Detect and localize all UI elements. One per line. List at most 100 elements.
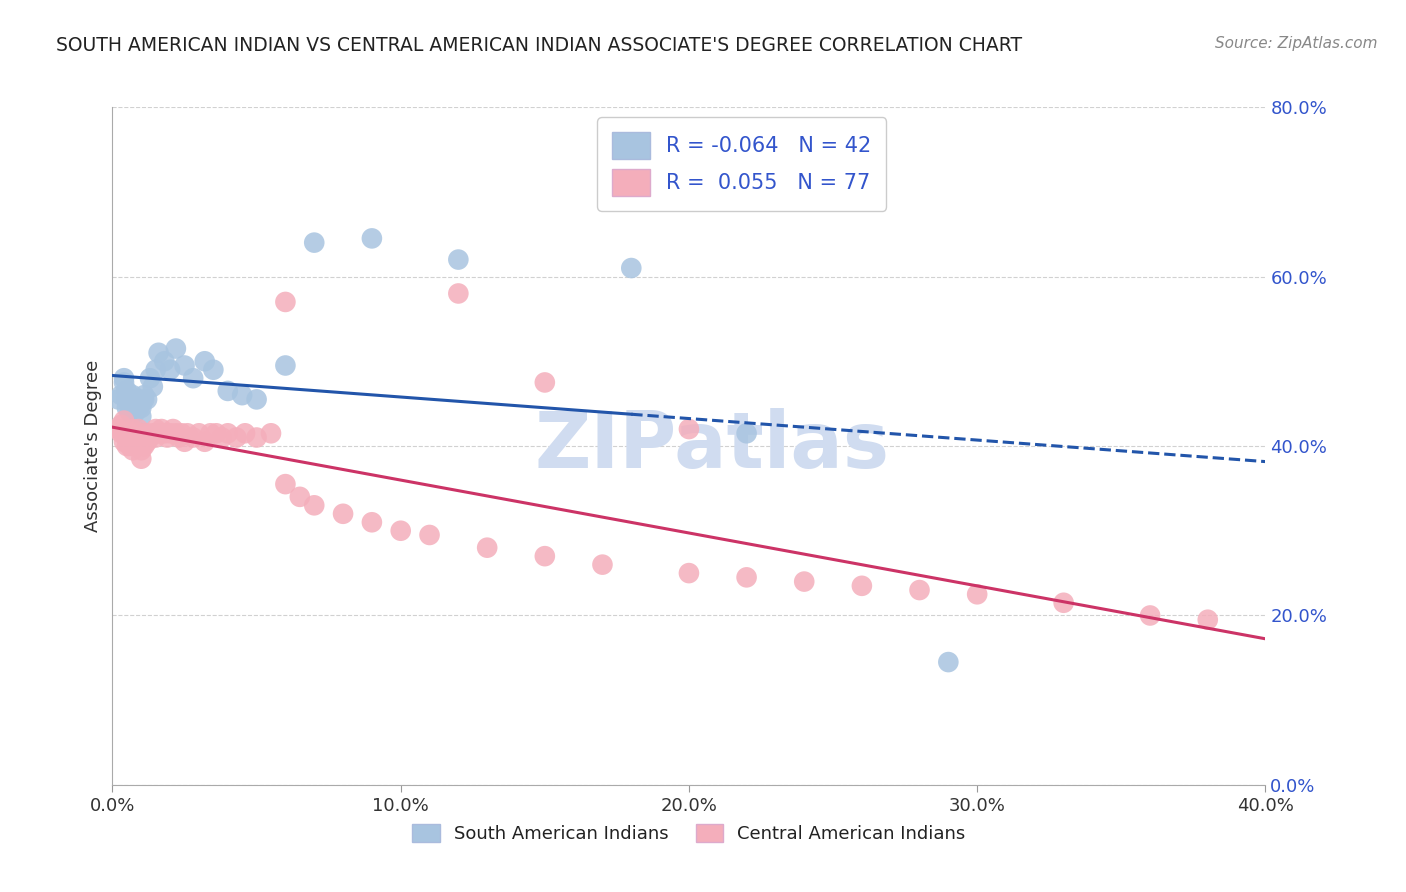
Point [124, 430, 146, 444]
Point [735, 426, 758, 441]
Point [1139, 608, 1161, 623]
Point [246, 430, 269, 444]
Point [153, 426, 176, 441]
Point [127, 422, 149, 436]
Point [966, 587, 988, 601]
Point [1053, 596, 1076, 610]
Point [274, 477, 297, 491]
Point [1197, 613, 1219, 627]
Point [217, 426, 239, 441]
Point [159, 426, 181, 441]
Point [115, 430, 138, 444]
Point [332, 507, 354, 521]
Point [110, 388, 132, 402]
Point [793, 574, 815, 589]
Point [129, 401, 153, 415]
Text: SOUTH AMERICAN INDIAN VS CENTRAL AMERICAN INDIAN ASSOCIATE'S DEGREE CORRELATION : SOUTH AMERICAN INDIAN VS CENTRAL AMERICA… [56, 36, 1022, 54]
Point [173, 359, 195, 373]
Point [148, 345, 170, 359]
Point [136, 392, 159, 407]
Text: Source: ZipAtlas.com: Source: ZipAtlas.com [1215, 36, 1378, 51]
Point [110, 426, 132, 441]
Point [134, 439, 156, 453]
Point [145, 430, 167, 444]
Point [112, 376, 135, 390]
Point [118, 426, 141, 441]
Point [908, 583, 931, 598]
Point [124, 396, 146, 410]
Point [145, 422, 167, 436]
Point [134, 430, 156, 444]
Point [181, 430, 204, 444]
Point [121, 434, 143, 449]
Point [134, 388, 156, 402]
Point [118, 439, 141, 453]
Point [139, 430, 162, 444]
Point [389, 524, 412, 538]
Point [194, 354, 217, 368]
Point [121, 392, 143, 407]
Point [110, 417, 132, 432]
Point [124, 426, 146, 441]
Point [115, 392, 138, 407]
Point [118, 396, 141, 410]
Point [170, 426, 193, 441]
Point [112, 371, 135, 385]
Point [115, 384, 138, 398]
Point [475, 541, 499, 555]
Point [274, 294, 297, 310]
Point [678, 566, 700, 581]
Point [233, 426, 256, 441]
Point [205, 426, 228, 441]
Point [115, 439, 138, 453]
Point [148, 426, 170, 441]
Point [447, 286, 470, 301]
Point [592, 558, 614, 572]
Point [202, 362, 225, 376]
Point [134, 392, 156, 407]
Point [112, 426, 135, 441]
Point [304, 498, 326, 512]
Point [176, 426, 198, 441]
Point [121, 422, 143, 436]
Point [165, 342, 187, 356]
Point [118, 405, 141, 419]
Point [620, 260, 643, 275]
Point [107, 392, 129, 407]
Point [127, 430, 149, 444]
Text: ZIPatlas: ZIPatlas [534, 408, 890, 484]
Point [136, 434, 159, 449]
Point [121, 426, 143, 441]
Point [735, 570, 758, 584]
Point [127, 392, 149, 407]
Point [153, 354, 176, 368]
Point [107, 422, 129, 436]
Point [231, 388, 253, 402]
Point [447, 252, 470, 267]
Point [678, 422, 700, 436]
Point [129, 434, 153, 449]
Point [274, 359, 297, 373]
Point [139, 371, 162, 385]
Point [142, 380, 165, 394]
Point [360, 515, 382, 529]
Point [217, 384, 239, 398]
Point [129, 443, 153, 458]
Point [225, 430, 247, 444]
Legend: South American Indians, Central American Indians: South American Indians, Central American… [405, 817, 973, 850]
Point [129, 426, 153, 441]
Point [127, 401, 149, 415]
Point [129, 409, 153, 424]
Point [142, 426, 165, 441]
Point [121, 388, 143, 402]
Point [124, 405, 146, 419]
Point [136, 426, 159, 441]
Point [112, 414, 135, 428]
Point [129, 451, 153, 466]
Point [165, 426, 187, 441]
Point [194, 434, 217, 449]
Point [360, 231, 382, 245]
Point [200, 426, 222, 441]
Point [121, 443, 143, 458]
Point [936, 655, 959, 669]
